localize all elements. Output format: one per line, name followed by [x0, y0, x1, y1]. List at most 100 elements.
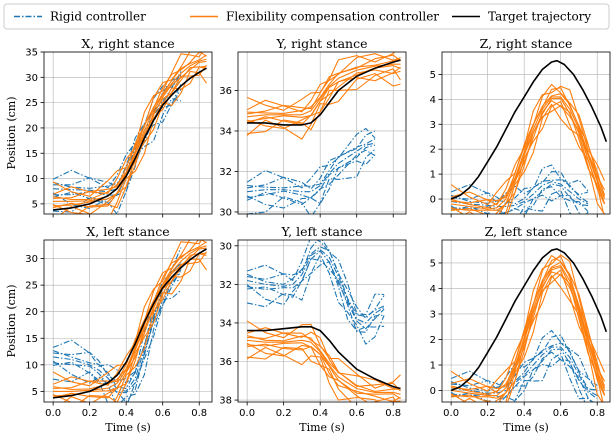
series-line	[246, 240, 385, 316]
series-line	[247, 346, 397, 402]
series-line	[246, 320, 401, 389]
y-tick-label: 30	[219, 241, 232, 252]
series-line	[246, 261, 385, 332]
plot-area	[246, 240, 401, 402]
y-tick-label: 35	[25, 48, 38, 59]
series-line	[247, 63, 401, 118]
series-line	[450, 248, 608, 392]
series-line	[451, 181, 589, 208]
subplot-title: Z, right stance	[480, 36, 573, 51]
series-line	[52, 71, 182, 189]
series-line	[247, 258, 385, 333]
y-tick-label: 10	[25, 360, 38, 371]
series-line	[247, 332, 401, 392]
y-tick-label: 36	[219, 357, 232, 368]
axes-frame	[43, 239, 213, 403]
y-tick-label: 2	[430, 145, 436, 156]
series-line	[451, 100, 605, 214]
series-line	[246, 73, 401, 140]
y-tick-label: 25	[25, 281, 38, 292]
series-line	[53, 268, 182, 402]
y-tick-label: 5	[32, 199, 38, 210]
y-tick-label: 32	[219, 167, 232, 178]
x-tick-label: 0.4	[516, 408, 532, 419]
axes-frame	[237, 51, 407, 215]
y-tick-label: 30	[25, 73, 38, 84]
series-line	[451, 171, 589, 205]
series-line	[484, 189, 589, 214]
axes-frame	[237, 239, 407, 403]
series-line	[451, 96, 606, 210]
series-line	[246, 154, 376, 209]
y-tick-label: 0	[430, 195, 436, 206]
x-axis-label: Time (s)	[299, 421, 345, 434]
series-line	[450, 254, 606, 392]
series-line	[52, 88, 182, 206]
x-tick-label: 0.8	[191, 408, 207, 419]
x-tick-label: 0.0	[45, 408, 61, 419]
series-line	[247, 339, 401, 395]
plot-area	[52, 240, 207, 402]
series-line	[247, 138, 376, 189]
x-tick-label: 0.4	[118, 408, 134, 419]
y-axis-label: Position (cm)	[5, 96, 18, 169]
series-line	[450, 59, 608, 200]
subplot-title: X, left stance	[86, 224, 169, 239]
series-line	[52, 52, 203, 197]
y-tick-label: 20	[25, 307, 38, 318]
y-tick-label: 36	[219, 86, 232, 97]
series-line	[53, 58, 207, 202]
series-line	[52, 240, 203, 387]
y-tick-label: 15	[25, 334, 38, 345]
subplot-title: Y, left stance	[281, 224, 363, 239]
series-line	[52, 253, 207, 399]
y-tick-label: 5	[430, 258, 436, 269]
y-tick-label: 38	[219, 396, 232, 407]
x-tick-label: 0.6	[349, 408, 365, 419]
series-line	[247, 148, 376, 214]
series-line	[52, 52, 207, 195]
subplot: Y, right stance 30 32 34 36	[219, 36, 407, 218]
subplot: X, left stance 5 10 15 20 25 30 0.0 0.2 0.4 0.6 0.8…	[5, 224, 213, 434]
series-line	[247, 342, 401, 400]
legend-label: Flexibility compensation controller	[226, 10, 439, 24]
x-tick-label: 0.2	[82, 408, 98, 419]
legend-frame	[3, 3, 610, 30]
series-line	[450, 329, 598, 392]
plot-area	[450, 248, 608, 402]
y-tick-label: 1	[430, 170, 436, 181]
y-tick-label: 30	[219, 207, 232, 218]
series-line	[450, 85, 606, 206]
series-line	[247, 142, 376, 193]
series-line	[247, 58, 401, 114]
y-tick-label: 0	[430, 386, 436, 397]
plot-area	[246, 52, 401, 214]
series-line	[246, 346, 379, 402]
y-tick-label: 5	[430, 70, 436, 81]
series-line	[246, 327, 401, 390]
subplot: Z, right stance 0 1 2 3 4 5	[430, 36, 611, 218]
series-line	[79, 252, 207, 402]
series-line	[52, 73, 182, 189]
series-line	[53, 245, 207, 392]
y-tick-label: 34	[219, 126, 232, 137]
series-line	[247, 59, 401, 126]
series-line	[450, 255, 605, 394]
x-tick-label: 0.6	[155, 408, 171, 419]
series-line	[53, 67, 207, 211]
series-line	[247, 54, 401, 115]
series-line	[246, 69, 401, 125]
y-tick-label: 30	[25, 254, 38, 265]
series-line	[450, 351, 593, 402]
series-line	[52, 279, 182, 402]
y-tick-label: 4	[430, 284, 436, 295]
series-line	[246, 249, 385, 324]
series-line	[246, 335, 401, 392]
y-tick-label: 2	[430, 335, 436, 346]
y-tick-label: 34	[219, 318, 232, 329]
subplot-title: Y, right stance	[276, 36, 368, 51]
x-tick-label: 0.0	[443, 408, 459, 419]
series-line	[247, 343, 401, 402]
series-line	[53, 248, 207, 399]
